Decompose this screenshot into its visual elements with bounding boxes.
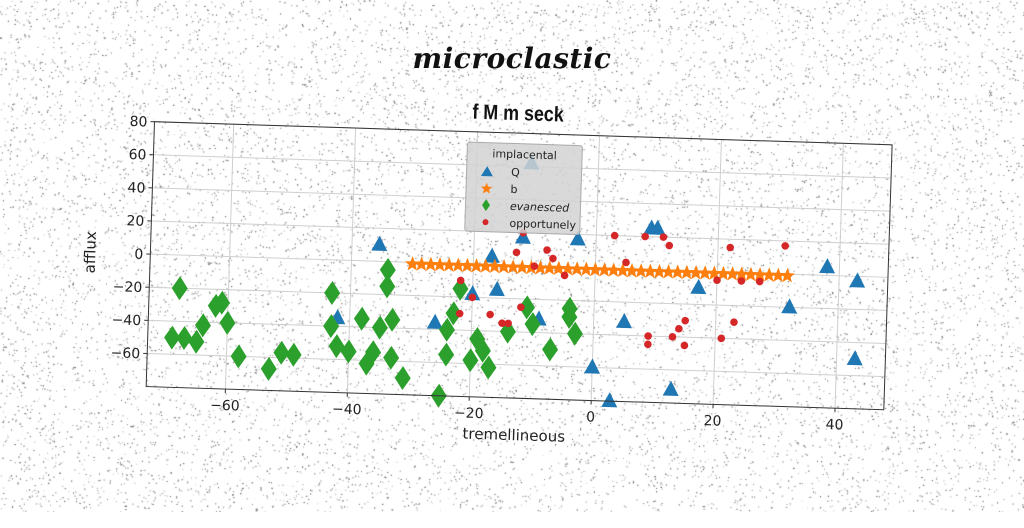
- point-triangle: [427, 313, 443, 328]
- point-triangle: [371, 236, 387, 251]
- x-tick-label: 20: [703, 413, 721, 430]
- point-circle: [644, 332, 652, 340]
- point-triangle: [849, 272, 865, 287]
- point-triangle: [781, 298, 797, 313]
- point-circle: [669, 333, 677, 341]
- legend-label-opportunely: opportunely: [509, 216, 576, 231]
- x-tick-label: −60: [210, 398, 240, 415]
- legend-label-b: b: [510, 182, 517, 195]
- triangle-marker-icon: [477, 164, 497, 179]
- point-triangle: [601, 392, 617, 407]
- point-circle: [717, 334, 725, 342]
- circle-marker-icon: [475, 215, 495, 230]
- legend: implacental Q b evanesced opportunely: [464, 142, 583, 236]
- legend-item-b: b: [476, 180, 517, 197]
- point-diamond: [260, 357, 277, 381]
- point-triangle: [584, 358, 600, 373]
- y-tick-label: 20: [126, 213, 144, 230]
- point-triangle: [489, 281, 505, 296]
- point-circle: [513, 248, 521, 256]
- point-circle: [681, 317, 689, 325]
- point-diamond: [383, 346, 400, 370]
- legend-item-q: Q: [477, 163, 520, 180]
- legend-label-q: Q: [511, 165, 520, 178]
- point-diamond: [230, 344, 247, 368]
- x-tick-label: −20: [454, 405, 484, 422]
- point-triangle: [663, 381, 679, 396]
- x-tick-label: 40: [825, 417, 843, 434]
- legend-item-evanesced: evanesced: [476, 197, 570, 216]
- point-triangle: [616, 313, 632, 328]
- point-circle: [549, 255, 557, 263]
- point-circle: [781, 242, 789, 250]
- point-diamond: [324, 281, 341, 305]
- legend-label-evanesced: evanesced: [510, 199, 570, 214]
- point-circle: [730, 318, 738, 326]
- y-tick-label: 40: [127, 180, 145, 197]
- point-triangle: [690, 279, 706, 294]
- legend-item-opportunely: opportunely: [475, 214, 576, 233]
- point-diamond: [285, 342, 302, 366]
- x-axis-label: tremellineous: [462, 425, 565, 446]
- y-tick-label: 0: [134, 247, 143, 263]
- legend-title: implacental: [467, 147, 581, 164]
- point-triangle: [819, 258, 835, 273]
- point-circle: [675, 325, 683, 333]
- point-circle: [726, 244, 734, 252]
- y-tick-label: −40: [111, 312, 141, 329]
- diamond-marker-icon: [476, 198, 496, 213]
- point-triangle: [847, 350, 863, 365]
- point-circle: [543, 246, 551, 254]
- star-marker-icon: [476, 181, 496, 196]
- x-tick-label: 0: [586, 409, 595, 425]
- point-circle: [486, 311, 494, 319]
- y-grid-line: [148, 320, 886, 343]
- y-tick-label: −20: [112, 279, 142, 296]
- y-tick-label: 60: [128, 147, 146, 164]
- point-circle: [665, 242, 673, 250]
- point-diamond: [542, 337, 559, 361]
- point-diamond: [176, 326, 193, 350]
- y-tick-label: −60: [110, 345, 140, 362]
- y-tick-label: 80: [129, 114, 147, 131]
- y-grid-line: [147, 353, 885, 376]
- point-diamond: [394, 366, 411, 390]
- point-circle: [681, 342, 689, 350]
- point-circle: [644, 340, 652, 348]
- y-axis-label: afflux: [81, 231, 100, 274]
- point-diamond: [171, 276, 188, 300]
- x-tick-label: −40: [332, 401, 362, 418]
- point-circle: [611, 232, 619, 240]
